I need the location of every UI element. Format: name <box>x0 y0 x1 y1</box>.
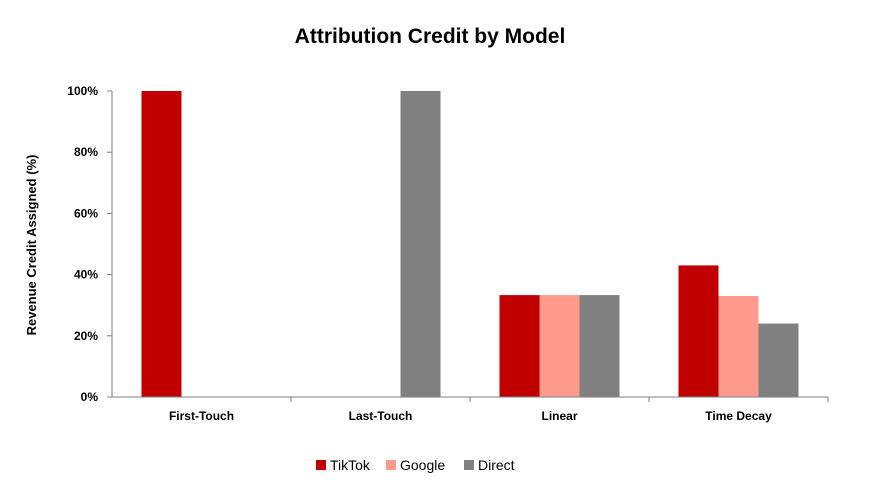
legend-label-tiktok: TikTok <box>330 457 371 473</box>
legend: TikTok Google Direct <box>316 457 515 473</box>
y-tick-label: 20% <box>74 329 98 343</box>
axes <box>111 91 829 402</box>
legend-label-direct: Direct <box>478 457 515 473</box>
y-axis-label: Revenue Credit Assigned (%) <box>24 155 39 336</box>
bars <box>141 91 799 397</box>
x-tick-label: Last-Touch <box>349 409 413 423</box>
bar-direct-linear <box>579 295 620 397</box>
y-tick-label: 80% <box>74 145 98 159</box>
legend-swatch-google <box>386 460 396 470</box>
x-tick-label: Linear <box>541 409 577 423</box>
x-axis-ticks: First-Touch Last-Touch Linear Time Decay <box>169 409 772 423</box>
y-tick-label: 0% <box>81 390 99 404</box>
bar-tiktok-linear <box>499 295 540 397</box>
x-tick-label: Time Decay <box>705 409 772 423</box>
legend-label-google: Google <box>400 457 445 473</box>
bar-tiktok-time-decay <box>678 265 719 397</box>
bar-direct-last-touch <box>400 91 441 397</box>
chart-title: Attribution Credit by Model <box>295 25 566 48</box>
y-tick-label: 40% <box>74 268 98 282</box>
bar-google-linear <box>539 295 580 397</box>
y-tick-label: 100% <box>67 84 98 98</box>
legend-swatch-direct <box>464 460 474 470</box>
y-axis-ticks: 0% 20% 40% 60% 80% 100% <box>67 84 112 404</box>
bar-tiktok-first-touch <box>141 91 182 397</box>
y-tick-label: 60% <box>74 206 98 220</box>
bar-direct-time-decay <box>758 323 799 397</box>
legend-swatch-tiktok <box>316 460 326 470</box>
bar-google-time-decay <box>718 296 759 397</box>
x-tick-label: First-Touch <box>169 409 234 423</box>
